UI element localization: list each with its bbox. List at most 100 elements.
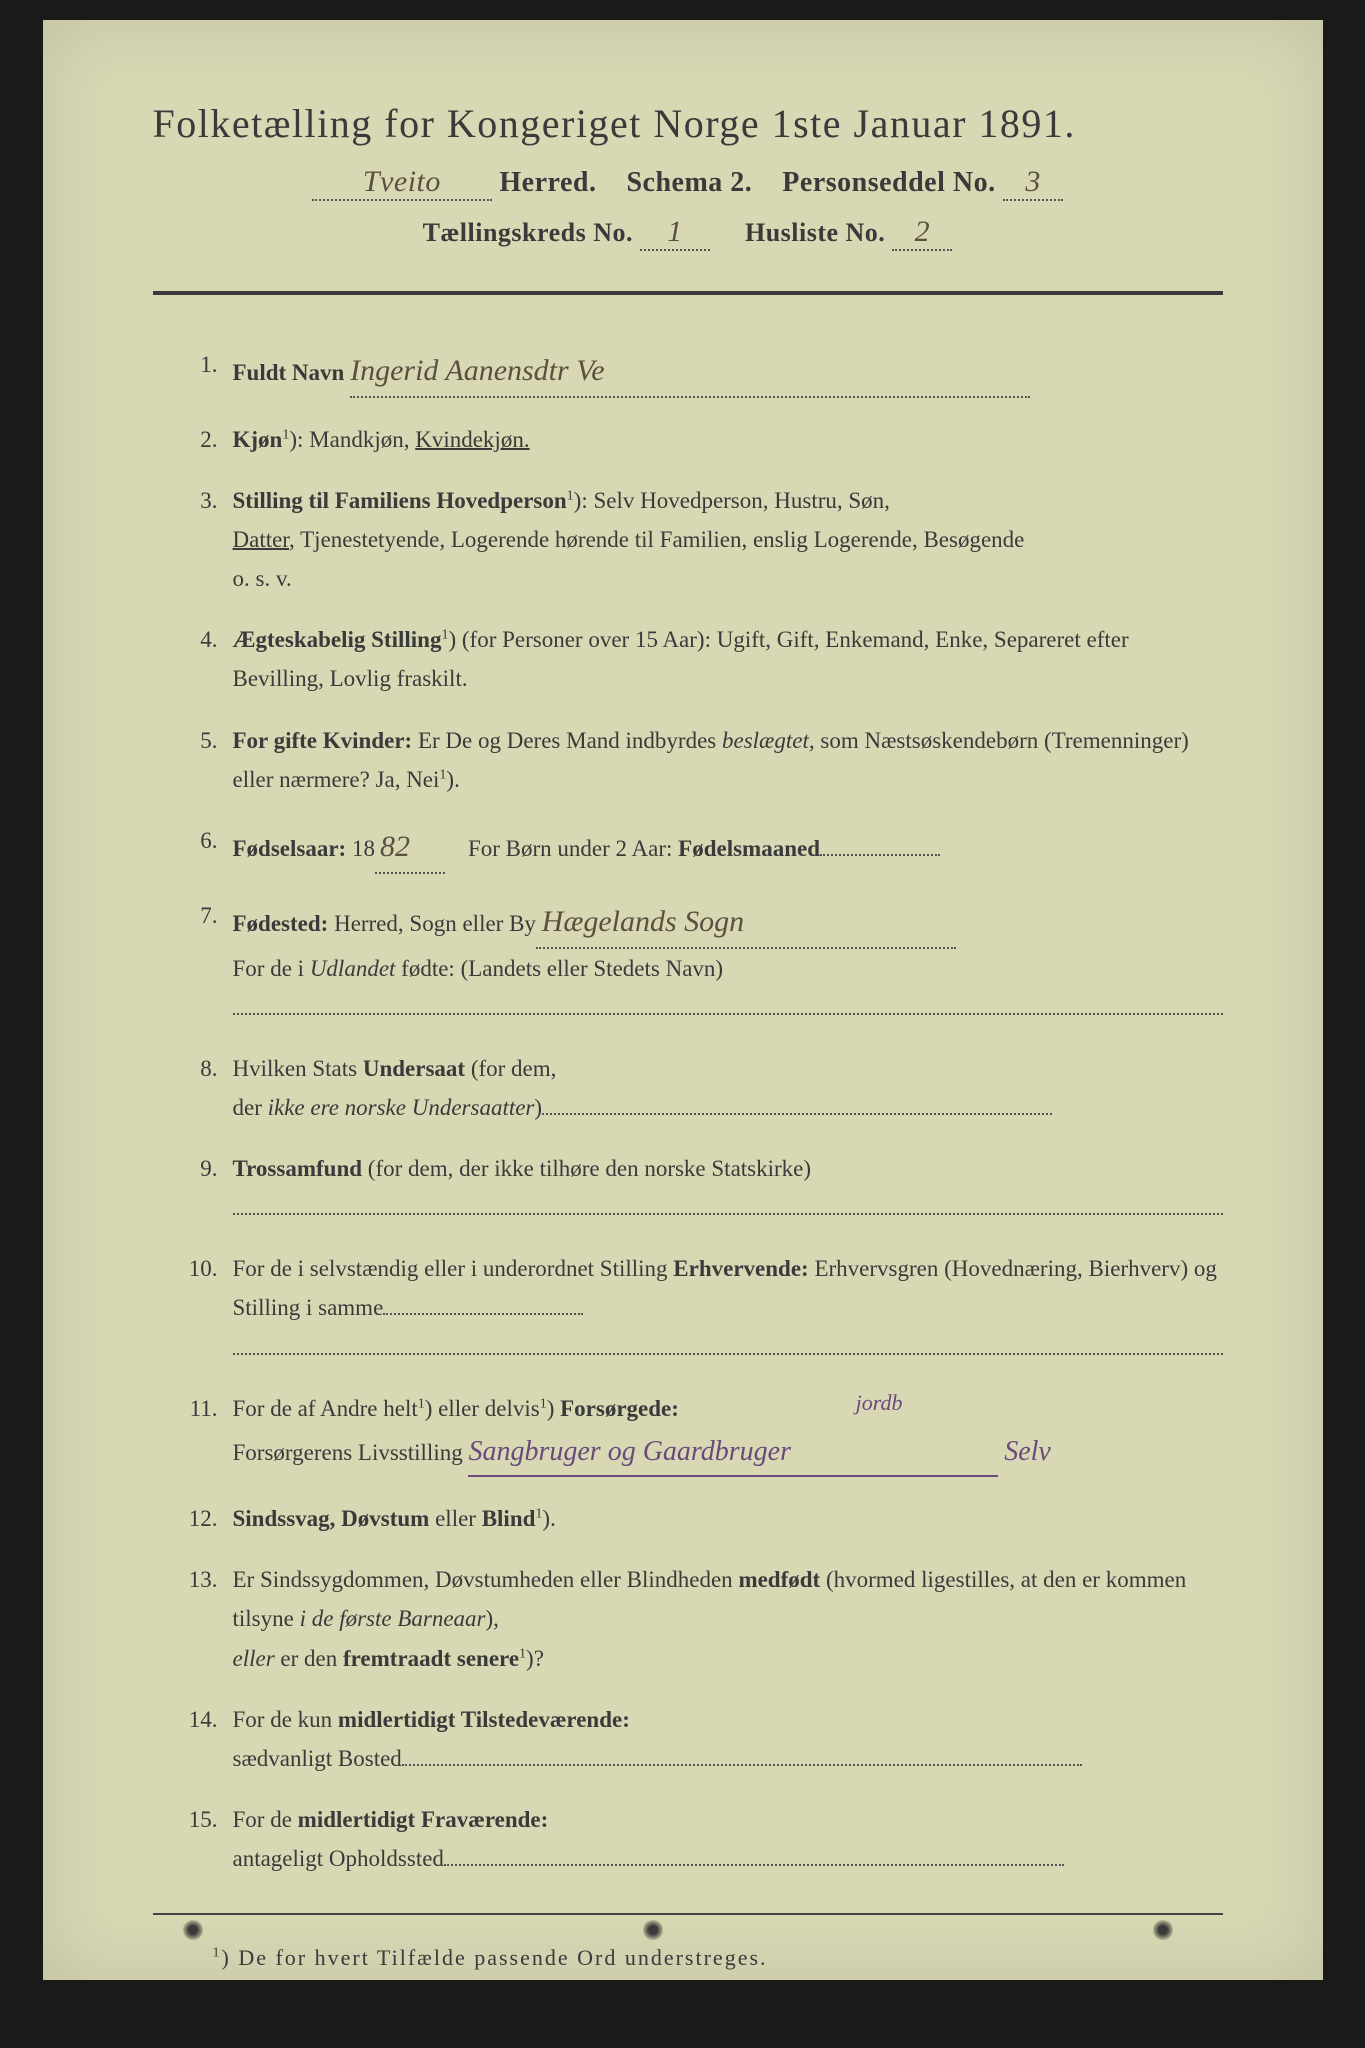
item-3-label: Stilling til Familiens Hovedperson — [233, 488, 567, 513]
item-11-num: 11. — [173, 1389, 218, 1428]
item-10-label: Erhvervende: — [673, 1256, 808, 1281]
taellingskreds-no: 1 — [667, 215, 683, 249]
item-2-selected: Kvindekjøn. — [415, 427, 529, 452]
footnote-text: ) De for hvert Tilfælde passende Ord und… — [222, 1945, 768, 1970]
item-15: 15. For de midlertidigt Fraværende: anta… — [173, 1800, 1223, 1878]
item-13-num: 13. — [173, 1560, 218, 1599]
footnote: 1) De for hvert Tilfælde passende Ord un… — [153, 1945, 1223, 1971]
item-8-label: Undersaat — [363, 1056, 465, 1081]
header-divider — [153, 291, 1223, 295]
item-6-text2: For Børn under 2 Aar: — [468, 836, 678, 861]
item-7-dotline — [233, 992, 1223, 1015]
item-7-num: 7. — [173, 896, 218, 935]
item-3-text2: , Tjenestetyende, Logerende hørende til … — [289, 527, 1024, 552]
item-5-num: 5. — [173, 721, 218, 760]
item-5-text: Er De og Deres Mand indbyrdes — [418, 728, 722, 753]
item-7-label: Fødested: — [233, 911, 329, 936]
item-11-above: jordb — [856, 1384, 903, 1421]
item-8-text2: (for dem, — [471, 1056, 557, 1081]
header-line-3: Tællingskreds No. 1 Husliste No. 2 — [153, 215, 1223, 251]
item-2: 2. Kjøn1): Mandkjøn, Kvindekjøn. — [173, 420, 1223, 459]
binder-hole-icon — [1153, 1920, 1173, 1940]
schema-label: Schema 2. — [626, 167, 752, 198]
item-9: 9. Trossamfund (for dem, der ikke tilhør… — [173, 1149, 1223, 1227]
item-14: 14. For de kun midlertidigt Tilstedevære… — [173, 1700, 1223, 1778]
binder-hole-icon — [643, 1920, 663, 1940]
item-13-label2: fremtraadt senere — [343, 1646, 519, 1671]
item-2-options: Mandkjøn, — [309, 427, 415, 452]
item-12: 12. Sindssvag, Døvstum eller Blind1). — [173, 1499, 1223, 1538]
item-12-label: Sindssvag, Døvstum — [233, 1506, 430, 1531]
husliste-no: 2 — [915, 215, 931, 249]
item-4-label: Ægteskabelig Stilling — [233, 627, 442, 652]
item-11-text1: For de af Andre helt — [233, 1396, 418, 1421]
item-9-num: 9. — [173, 1149, 218, 1188]
personseddel-no: 3 — [1025, 165, 1041, 199]
personseddel-label: Personseddel No. — [782, 167, 995, 198]
item-3-text1: : Selv Hovedperson, Hustru, Søn, — [581, 488, 890, 513]
item-5: 5. For gifte Kvinder: Er De og Deres Man… — [173, 721, 1223, 799]
item-6-year-prefix: 18 — [352, 836, 375, 861]
item-3-text3: o. s. v. — [233, 566, 292, 591]
item-8-text3: der — [233, 1095, 268, 1120]
herred-label: Herred. — [499, 167, 596, 198]
item-13-label: medfødt — [738, 1567, 820, 1592]
item-11-label: Forsørgede: — [560, 1396, 679, 1421]
item-8-num: 8. — [173, 1049, 218, 1088]
item-11-value2: Selv — [1004, 1428, 1051, 1476]
item-12-text: eller — [435, 1506, 482, 1531]
item-15-text2: antageligt Opholdssted — [233, 1846, 444, 1871]
item-6: 6. Fødselsaar: 1882 For Børn under 2 Aar… — [173, 821, 1223, 874]
item-5-italic: beslægtet, — [722, 728, 815, 753]
item-11-text3: Forsørgerens Livsstilling — [233, 1440, 463, 1465]
item-7-value: Hægelands Sogn — [542, 896, 745, 947]
item-10-num: 10. — [173, 1249, 218, 1288]
item-15-text1: For de — [233, 1807, 298, 1832]
footnote-divider — [153, 1913, 1223, 1915]
item-9-dotline — [233, 1192, 1223, 1215]
item-7: 7. Fødested: Herred, Sogn eller By Hægel… — [173, 896, 1223, 1027]
item-7-text: Herred, Sogn eller By — [334, 911, 536, 936]
item-2-label: Kjøn — [233, 427, 283, 452]
item-14-label: midlertidigt Tilstedeværende: — [338, 1707, 630, 1732]
item-1: 1. Fuldt Navn Ingerid Aanensdtr Ve — [173, 345, 1223, 398]
item-6-year: 82 — [380, 821, 410, 872]
item-13-italic: i de første Barneaar — [300, 1606, 486, 1631]
item-14-num: 14. — [173, 1700, 218, 1739]
item-3-num: 3. — [173, 481, 218, 520]
item-3-selected: Datter — [233, 527, 290, 552]
item-13-text1: Er Sindssygdommen, Døvstumheden eller Bl… — [233, 1567, 739, 1592]
item-15-num: 15. — [173, 1800, 218, 1839]
item-7-italic: Udlandet — [310, 956, 396, 981]
item-3: 3. Stilling til Familiens Hovedperson1):… — [173, 481, 1223, 598]
form-items-container: 1. Fuldt Navn Ingerid Aanensdtr Ve 2. Kj… — [153, 345, 1223, 1878]
item-6-label: Fødselsaar: — [233, 836, 347, 861]
item-7-text3: fødte: (Landets eller Stedets Navn) — [401, 956, 723, 981]
item-15-label: midlertidigt Fraværende: — [298, 1807, 549, 1832]
item-10-dotline — [233, 1332, 1223, 1355]
item-13-text4: er den — [280, 1646, 343, 1671]
item-8-text1: Hvilken Stats — [233, 1056, 363, 1081]
census-form-document: Folketælling for Kongeriget Norge 1ste J… — [43, 20, 1323, 1980]
item-6-label2: Fødelsmaaned — [678, 836, 820, 861]
item-8-italic: ikke ere norske Undersaatter — [268, 1095, 535, 1120]
item-14-text2: sædvanligt Bosted — [233, 1746, 402, 1771]
item-12-num: 12. — [173, 1499, 218, 1538]
item-9-text: (for dem, der ikke tilhøre den norske St… — [368, 1156, 811, 1181]
item-5-label: For gifte Kvinder: — [233, 728, 413, 753]
item-11-value: Sangbruger og Gaardbruger — [468, 1428, 791, 1476]
item-9-label: Trossamfund — [233, 1156, 363, 1181]
item-1-label: Fuldt Navn — [233, 360, 345, 385]
item-13-italic2: eller — [233, 1646, 275, 1671]
item-11: 11. For de af Andre helt1) eller delvis1… — [173, 1389, 1223, 1478]
item-1-num: 1. — [173, 345, 218, 384]
footnote-sup: 1 — [213, 1946, 222, 1961]
taellingskreds-label: Tællingskreds No. — [423, 218, 633, 247]
item-12-label2: Blind — [482, 1506, 536, 1531]
binder-hole-icon — [183, 1920, 203, 1940]
item-13: 13. Er Sindssygdommen, Døvstumheden elle… — [173, 1560, 1223, 1677]
item-2-num: 2. — [173, 420, 218, 459]
item-7-text2: For de i — [233, 956, 310, 981]
husliste-label: Husliste No. — [745, 218, 885, 247]
item-10: 10. For de i selvstændig eller i underor… — [173, 1249, 1223, 1366]
